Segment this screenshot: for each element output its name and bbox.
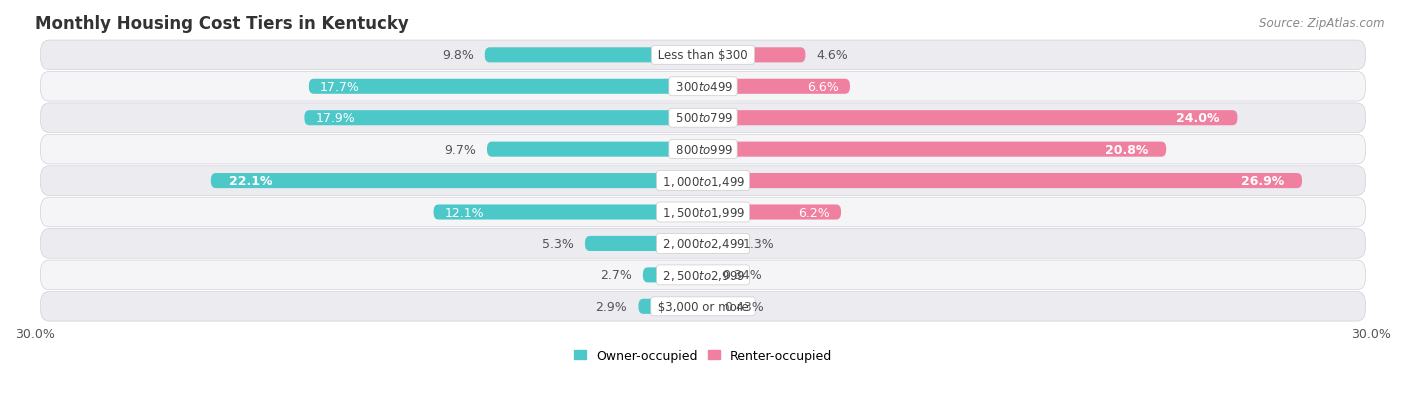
- FancyBboxPatch shape: [703, 173, 1302, 189]
- FancyBboxPatch shape: [41, 166, 1365, 196]
- FancyBboxPatch shape: [309, 80, 703, 95]
- FancyBboxPatch shape: [643, 268, 703, 283]
- Text: 4.6%: 4.6%: [817, 49, 848, 62]
- Text: 9.8%: 9.8%: [441, 49, 474, 62]
- FancyBboxPatch shape: [41, 41, 1365, 71]
- FancyBboxPatch shape: [703, 142, 1166, 157]
- FancyBboxPatch shape: [703, 48, 806, 63]
- FancyBboxPatch shape: [211, 173, 703, 189]
- Text: 5.3%: 5.3%: [541, 237, 574, 250]
- Text: $500 to $799: $500 to $799: [672, 112, 734, 125]
- FancyBboxPatch shape: [638, 299, 703, 314]
- Text: 20.8%: 20.8%: [1105, 143, 1149, 156]
- FancyBboxPatch shape: [433, 205, 703, 220]
- FancyBboxPatch shape: [703, 236, 733, 252]
- FancyBboxPatch shape: [41, 104, 1365, 133]
- FancyBboxPatch shape: [486, 142, 703, 157]
- FancyBboxPatch shape: [485, 48, 703, 63]
- FancyBboxPatch shape: [703, 299, 713, 314]
- Text: Less than $300: Less than $300: [654, 49, 752, 62]
- Text: 24.0%: 24.0%: [1177, 112, 1219, 125]
- FancyBboxPatch shape: [41, 261, 1365, 290]
- Text: Monthly Housing Cost Tiers in Kentucky: Monthly Housing Cost Tiers in Kentucky: [35, 15, 409, 33]
- Text: 22.1%: 22.1%: [229, 175, 273, 188]
- Text: 12.1%: 12.1%: [444, 206, 484, 219]
- Text: $2,000 to $2,499: $2,000 to $2,499: [659, 237, 747, 251]
- Legend: Owner-occupied, Renter-occupied: Owner-occupied, Renter-occupied: [568, 344, 838, 367]
- Text: 2.9%: 2.9%: [596, 300, 627, 313]
- Text: 9.7%: 9.7%: [444, 143, 475, 156]
- Text: 0.43%: 0.43%: [724, 300, 763, 313]
- Text: 0.34%: 0.34%: [721, 269, 762, 282]
- Text: Source: ZipAtlas.com: Source: ZipAtlas.com: [1260, 17, 1385, 29]
- Text: 26.9%: 26.9%: [1241, 175, 1284, 188]
- FancyBboxPatch shape: [41, 292, 1365, 321]
- FancyBboxPatch shape: [703, 205, 841, 220]
- Text: $800 to $999: $800 to $999: [672, 143, 734, 156]
- Text: $300 to $499: $300 to $499: [672, 81, 734, 93]
- FancyBboxPatch shape: [585, 236, 703, 252]
- Text: 17.7%: 17.7%: [321, 81, 360, 93]
- Text: 6.6%: 6.6%: [807, 81, 839, 93]
- Text: $1,500 to $1,999: $1,500 to $1,999: [659, 206, 747, 219]
- FancyBboxPatch shape: [304, 111, 703, 126]
- Text: 6.2%: 6.2%: [799, 206, 830, 219]
- FancyBboxPatch shape: [703, 268, 710, 283]
- FancyBboxPatch shape: [41, 229, 1365, 259]
- FancyBboxPatch shape: [703, 111, 1237, 126]
- Text: $2,500 to $2,999: $2,500 to $2,999: [659, 268, 747, 282]
- FancyBboxPatch shape: [41, 72, 1365, 102]
- FancyBboxPatch shape: [41, 198, 1365, 227]
- Text: 2.7%: 2.7%: [600, 269, 631, 282]
- FancyBboxPatch shape: [41, 135, 1365, 164]
- Text: 1.3%: 1.3%: [744, 237, 775, 250]
- Text: $3,000 or more: $3,000 or more: [654, 300, 752, 313]
- Text: $1,000 to $1,499: $1,000 to $1,499: [659, 174, 747, 188]
- FancyBboxPatch shape: [703, 80, 851, 95]
- Text: 17.9%: 17.9%: [315, 112, 356, 125]
